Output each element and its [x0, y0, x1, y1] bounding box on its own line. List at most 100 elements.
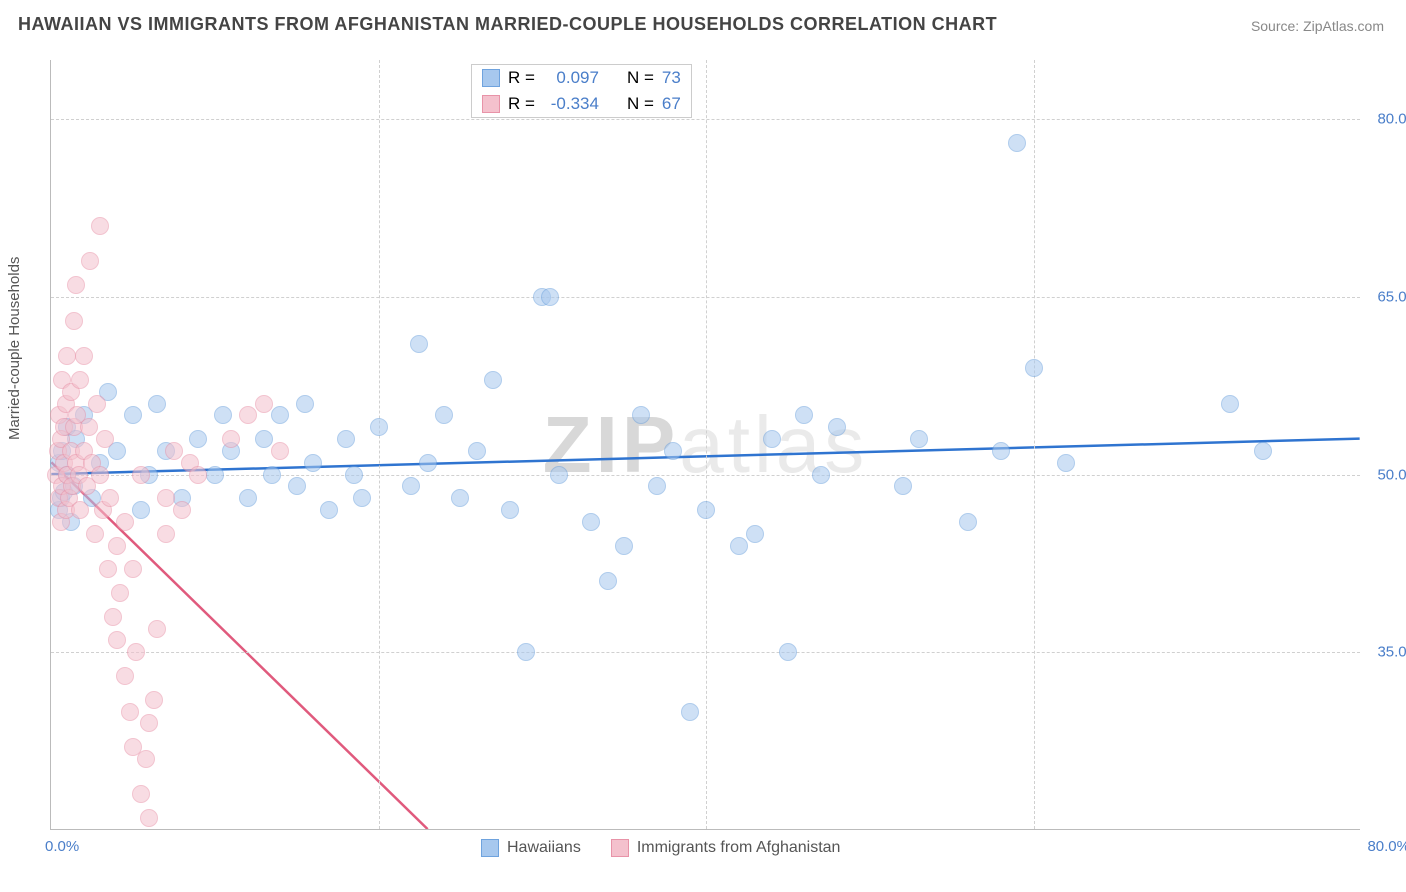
data-point-series-1: [101, 489, 119, 507]
data-point-series-0: [468, 442, 486, 460]
data-point-series-0: [795, 406, 813, 424]
data-point-series-1: [140, 714, 158, 732]
data-point-series-0: [410, 335, 428, 353]
data-point-series-0: [894, 477, 912, 495]
data-point-series-1: [121, 703, 139, 721]
data-point-series-1: [145, 691, 163, 709]
legend-item-1: Immigrants from Afghanistan: [611, 839, 841, 857]
data-point-series-0: [681, 703, 699, 721]
data-point-series-1: [65, 312, 83, 330]
data-point-series-0: [214, 406, 232, 424]
data-point-series-0: [189, 430, 207, 448]
data-point-series-0: [402, 477, 420, 495]
data-point-series-1: [81, 252, 99, 270]
source-attribution: Source: ZipAtlas.com: [1251, 18, 1384, 34]
data-point-series-0: [910, 430, 928, 448]
swatch-series-1: [482, 95, 500, 113]
data-point-series-0: [664, 442, 682, 460]
data-point-series-0: [599, 572, 617, 590]
r-label: R =: [508, 94, 535, 114]
data-point-series-1: [58, 347, 76, 365]
data-point-series-0: [632, 406, 650, 424]
data-point-series-0: [263, 466, 281, 484]
data-point-series-1: [157, 525, 175, 543]
data-point-series-0: [337, 430, 355, 448]
legend-item-0: Hawaiians: [481, 839, 581, 857]
r-label: R =: [508, 68, 535, 88]
grid-line-v: [1034, 60, 1035, 829]
data-point-series-0: [730, 537, 748, 555]
data-point-series-1: [189, 466, 207, 484]
data-point-series-0: [779, 643, 797, 661]
data-point-series-0: [828, 418, 846, 436]
y-axis-label: Married-couple Households: [6, 257, 23, 440]
data-point-series-0: [271, 406, 289, 424]
data-point-series-1: [108, 537, 126, 555]
data-point-series-1: [173, 501, 191, 519]
r-value-0: 0.097: [543, 68, 599, 88]
data-point-series-1: [88, 395, 106, 413]
legend-label-1: Immigrants from Afghanistan: [637, 839, 841, 857]
data-point-series-0: [1254, 442, 1272, 460]
chart-plot-area: ZIPatlas R = 0.097 N = 73 R = -0.334 N =…: [50, 60, 1360, 830]
data-point-series-0: [992, 442, 1010, 460]
data-point-series-0: [304, 454, 322, 472]
data-point-series-0: [697, 501, 715, 519]
y-tick-label: 65.0%: [1377, 288, 1406, 305]
stats-legend: R = 0.097 N = 73 R = -0.334 N = 67: [471, 64, 692, 118]
data-point-series-1: [99, 560, 117, 578]
data-point-series-0: [517, 643, 535, 661]
data-point-series-0: [435, 406, 453, 424]
r-value-1: -0.334: [543, 94, 599, 114]
data-point-series-0: [148, 395, 166, 413]
legend-swatch-1: [611, 839, 629, 857]
data-point-series-0: [746, 525, 764, 543]
data-point-series-0: [370, 418, 388, 436]
swatch-series-0: [482, 69, 500, 87]
data-point-series-1: [222, 430, 240, 448]
y-tick-label: 35.0%: [1377, 644, 1406, 661]
data-point-series-1: [239, 406, 257, 424]
data-point-series-1: [111, 584, 129, 602]
n-label: N =: [627, 94, 654, 114]
data-point-series-1: [116, 513, 134, 531]
data-point-series-1: [71, 371, 89, 389]
data-point-series-0: [345, 466, 363, 484]
data-point-series-1: [116, 667, 134, 685]
data-point-series-1: [86, 525, 104, 543]
data-point-series-0: [320, 501, 338, 519]
y-tick-label: 50.0%: [1377, 466, 1406, 483]
data-point-series-1: [91, 217, 109, 235]
data-point-series-1: [108, 631, 126, 649]
legend-swatch-0: [481, 839, 499, 857]
data-point-series-0: [239, 489, 257, 507]
data-point-series-0: [353, 489, 371, 507]
data-point-series-0: [1025, 359, 1043, 377]
data-point-series-0: [1221, 395, 1239, 413]
data-point-series-0: [1057, 454, 1075, 472]
data-point-series-0: [1008, 134, 1026, 152]
data-point-series-1: [165, 442, 183, 460]
data-point-series-0: [419, 454, 437, 472]
data-point-series-1: [96, 430, 114, 448]
data-point-series-1: [67, 276, 85, 294]
data-point-series-1: [91, 466, 109, 484]
data-point-series-0: [501, 501, 519, 519]
data-point-series-1: [75, 347, 93, 365]
data-point-series-1: [255, 395, 273, 413]
x-tick-label: 0.0%: [45, 838, 79, 855]
data-point-series-0: [648, 477, 666, 495]
data-point-series-0: [550, 466, 568, 484]
data-point-series-0: [615, 537, 633, 555]
data-point-series-0: [124, 406, 142, 424]
data-point-series-1: [132, 785, 150, 803]
n-value-1: 67: [662, 94, 681, 114]
n-label: N =: [627, 68, 654, 88]
data-point-series-1: [140, 809, 158, 827]
data-point-series-1: [148, 620, 166, 638]
data-point-series-1: [104, 608, 122, 626]
data-point-series-0: [206, 466, 224, 484]
data-point-series-0: [296, 395, 314, 413]
data-point-series-1: [71, 501, 89, 519]
legend-label-0: Hawaiians: [507, 839, 581, 857]
